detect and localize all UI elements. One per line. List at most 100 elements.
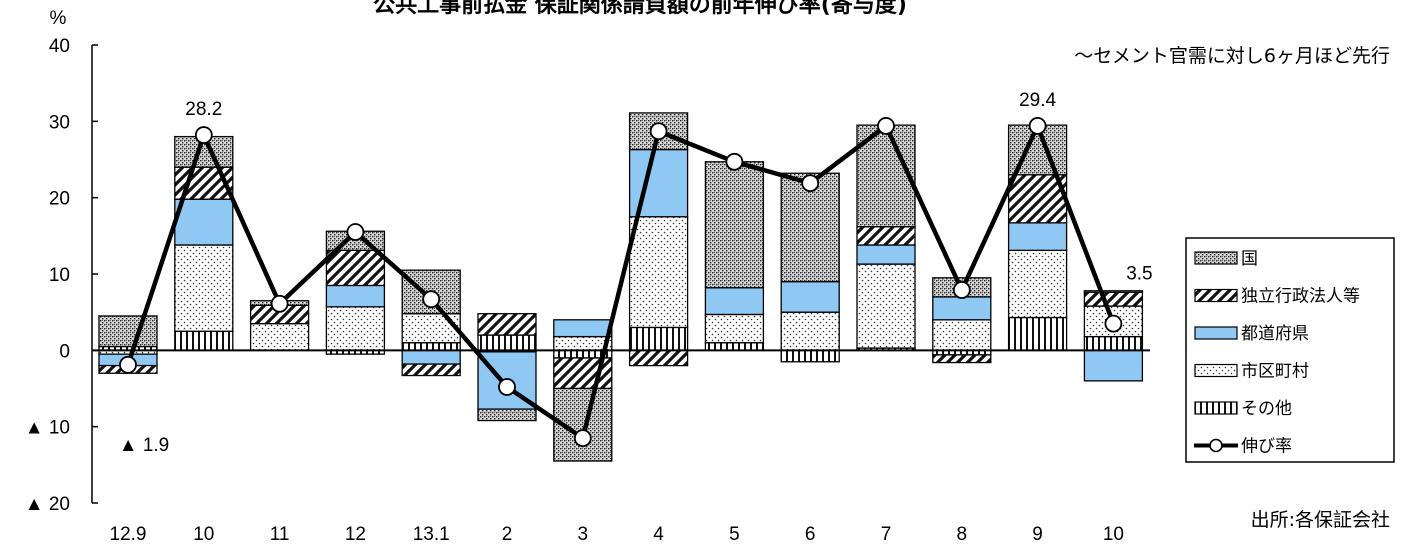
bar-segment xyxy=(174,244,234,332)
bar-segment xyxy=(780,311,840,351)
data-label: ▲ 1.9 xyxy=(119,435,170,456)
bar-segment xyxy=(628,326,689,351)
legend-swatch xyxy=(1194,401,1238,415)
bar-segment xyxy=(325,284,386,308)
data-label: 28.2 xyxy=(185,99,222,120)
growth-rate-point xyxy=(1104,314,1123,333)
growth-rate-point xyxy=(422,290,441,309)
x-tick-label: 4 xyxy=(653,524,664,545)
bar-segment xyxy=(856,244,916,265)
growth-rate-point xyxy=(270,294,289,313)
y-axis: 40 30 20 10 0 ▲ 10 ▲ 20 xyxy=(25,36,98,515)
data-label: 29.4 xyxy=(1019,90,1056,111)
bar-segment xyxy=(98,315,158,348)
x-tick-label: 10 xyxy=(1103,524,1124,545)
growth-rate-point xyxy=(801,174,820,193)
growth-rate-point xyxy=(877,117,895,135)
data-labels: ▲ 1.9 28.2 29.4 3.5 xyxy=(119,90,1153,456)
x-tick-label: 8 xyxy=(957,524,968,545)
legend-label: その他 xyxy=(1241,399,1292,419)
y-tick-label: 10 xyxy=(49,265,70,286)
y-tick-label: ▲ 10 xyxy=(25,418,70,439)
bar-segment xyxy=(1083,291,1144,307)
growth-rate-point xyxy=(498,378,516,396)
bar-segment xyxy=(780,280,840,313)
y-unit-label: % xyxy=(50,8,67,29)
legend-line-marker xyxy=(1209,438,1223,453)
y-tick-label: 0 xyxy=(59,341,70,362)
bar-segment xyxy=(932,354,992,364)
legend-label: 独立行政法人等 xyxy=(1241,287,1360,307)
x-tick-label: 12.9 xyxy=(110,524,147,545)
bar-segment xyxy=(401,363,461,377)
legend-label: 都道府県 xyxy=(1241,324,1309,344)
x-tick-label: 13.1 xyxy=(413,524,450,545)
legend-swatch xyxy=(1194,251,1238,265)
x-tick-label: 11 xyxy=(270,524,290,545)
bar-segment xyxy=(401,313,461,344)
legend-swatch xyxy=(1194,288,1238,303)
growth-line-layer xyxy=(119,117,1123,448)
y-tick-label: ▲ 20 xyxy=(25,494,70,515)
bar-segment xyxy=(704,287,765,316)
bar-segment xyxy=(325,306,386,351)
bar-segment xyxy=(401,342,461,351)
bar-segment xyxy=(628,216,689,329)
bar-segment xyxy=(477,408,537,422)
bar-segment xyxy=(704,342,765,351)
x-tick-label: 10 xyxy=(193,524,214,545)
bar-layer xyxy=(98,112,1144,462)
y-tick-label: 40 xyxy=(49,36,70,57)
bar-segment xyxy=(704,161,765,289)
growth-rate-point xyxy=(725,152,744,171)
growth-rate-line xyxy=(125,123,1116,441)
legend-swatch xyxy=(1194,326,1238,340)
chart-title: 公共工事前払金 保証関係請負額の前年伸び率(寄与度) xyxy=(373,0,907,18)
legend-box xyxy=(1185,237,1395,463)
growth-rate-point xyxy=(649,122,668,141)
bar-segment xyxy=(477,313,537,336)
bar-segment xyxy=(1083,290,1144,293)
bar-segment xyxy=(249,322,310,351)
bar-segment xyxy=(1007,222,1068,251)
bar-segment xyxy=(704,313,765,344)
y-tick-label: 30 xyxy=(49,112,70,133)
x-tick-label: 12 xyxy=(345,524,366,545)
bar-segment xyxy=(1083,349,1144,382)
bar-segment xyxy=(477,334,537,351)
legend-label: 伸び率 xyxy=(1241,437,1292,457)
bar-segment xyxy=(932,296,992,321)
x-tick-label: 7 xyxy=(881,524,892,545)
bar-segment xyxy=(628,349,689,367)
source-note: 出所:各保証会社 xyxy=(1251,509,1390,531)
bar-segment xyxy=(401,349,461,365)
growth-rate-point xyxy=(346,223,365,241)
growth-rate-point xyxy=(952,281,971,299)
bar-segment xyxy=(780,349,840,363)
bar-segment xyxy=(1007,249,1068,319)
x-tick-label: 5 xyxy=(729,524,740,545)
x-axis-labels: 12.9 10 11 12 13.1 2 3 4 5 6 7 8 9 10 xyxy=(110,524,1124,545)
growth-rate-point xyxy=(573,429,592,448)
growth-rate-point xyxy=(119,355,137,374)
bar-segment xyxy=(174,198,234,246)
legend-label: 国 xyxy=(1241,249,1258,269)
growth-rate-point xyxy=(1028,117,1047,135)
x-tick-label: 3 xyxy=(578,524,589,545)
x-tick-label: 6 xyxy=(805,524,816,545)
x-tick-label: 9 xyxy=(1032,524,1043,545)
bar-segment xyxy=(174,330,234,351)
bar-segment xyxy=(553,319,613,338)
bar-segment xyxy=(1007,316,1068,351)
chart-subtitle: 〜セメント官需に対し6ヶ月ほど先行 xyxy=(1074,45,1390,67)
bar-segment xyxy=(325,249,386,287)
bar-segment xyxy=(1083,335,1144,351)
growth-rate-point xyxy=(194,126,213,144)
bar-segment xyxy=(856,226,916,246)
data-label: 3.5 xyxy=(1126,264,1152,285)
legend-swatch xyxy=(1194,363,1238,378)
y-tick-label: 20 xyxy=(49,189,70,210)
bar-segment xyxy=(932,319,992,351)
